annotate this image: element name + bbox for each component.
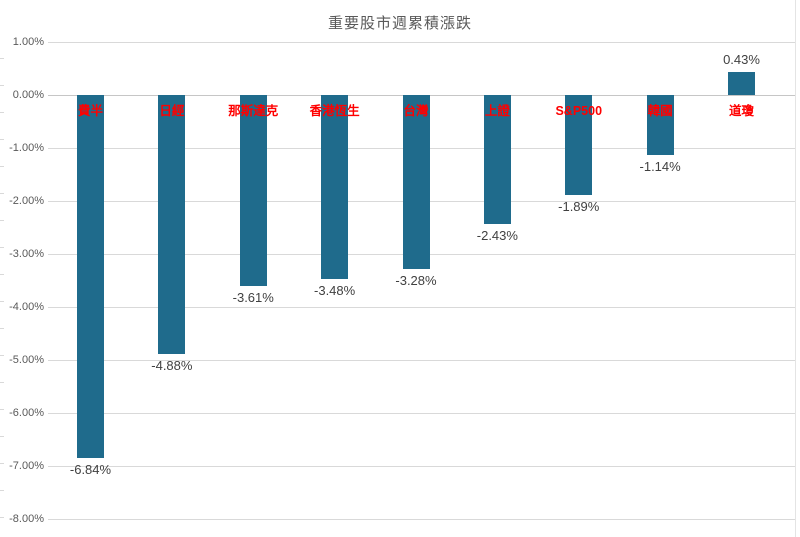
y-axis-tick-label: -1.00% bbox=[9, 142, 44, 154]
category-label-1: 費半 bbox=[77, 104, 103, 118]
chart-title: 重要股市週累積漲跌 bbox=[327, 15, 472, 32]
bar-value-label-9: 0.43% bbox=[723, 52, 760, 68]
left-edge-tick bbox=[0, 274, 4, 275]
category-label-2: 日經 bbox=[159, 104, 185, 118]
gridline-1.00% bbox=[48, 42, 795, 43]
gridline--5.00% bbox=[48, 360, 795, 361]
y-axis-tick-label: -6.00% bbox=[9, 407, 44, 419]
y-axis-tick-label: -8.00% bbox=[9, 513, 44, 525]
bar-8-韓國[interactable] bbox=[646, 95, 674, 156]
gridline--7.00% bbox=[48, 466, 795, 467]
bar-7-S&P500[interactable] bbox=[565, 95, 593, 196]
category-label-8: 韓國 bbox=[647, 104, 673, 118]
y-axis-tick-label: -4.00% bbox=[9, 301, 44, 313]
right-edge-line bbox=[795, 0, 796, 537]
bar-value-label-4: -3.48% bbox=[314, 283, 356, 299]
left-edge-tick bbox=[0, 301, 4, 302]
gridline--6.00% bbox=[48, 413, 795, 414]
bar-value-label-2: -4.88% bbox=[151, 357, 193, 373]
bar-value-label-5: -3.28% bbox=[395, 272, 437, 288]
bar-value-label-3: -3.61% bbox=[232, 290, 274, 306]
y-axis-tick-label: 0.00% bbox=[12, 89, 44, 101]
category-label-6: 上證 bbox=[484, 104, 510, 118]
y-axis-tick-label: 1.00% bbox=[12, 36, 44, 48]
y-axis-tick-label: -7.00% bbox=[9, 460, 44, 472]
gridline--8.00% bbox=[48, 519, 795, 520]
category-label-4: 香港恆生 bbox=[309, 104, 360, 118]
bar-value-label-6: -2.43% bbox=[476, 227, 518, 243]
left-edge-tick bbox=[0, 517, 4, 518]
left-edge-tick bbox=[0, 328, 4, 329]
left-edge-tick bbox=[0, 436, 4, 437]
left-edge-tick bbox=[0, 409, 4, 410]
bar-3-那斯達克[interactable] bbox=[239, 95, 267, 287]
bar-value-label-8: -1.14% bbox=[639, 159, 681, 175]
y-axis-tick-label: -5.00% bbox=[9, 354, 44, 366]
category-label-7: S&P500 bbox=[555, 104, 603, 118]
left-edge-tick bbox=[0, 193, 4, 194]
left-edge-tick bbox=[0, 490, 4, 491]
left-edge-tick bbox=[0, 220, 4, 221]
left-edge-tick bbox=[0, 247, 4, 248]
y-axis-tick-label: -2.00% bbox=[9, 195, 44, 207]
left-edge-tick bbox=[0, 85, 4, 86]
left-edge-tick bbox=[0, 139, 4, 140]
bar-9-道瓊[interactable] bbox=[728, 72, 755, 95]
left-edge-tick bbox=[0, 112, 4, 113]
left-edge-tick bbox=[0, 463, 4, 464]
bar-1-費半[interactable] bbox=[77, 95, 104, 458]
bar-6-上證[interactable] bbox=[483, 95, 511, 224]
left-edge-tick bbox=[0, 382, 4, 383]
left-edge-tick bbox=[0, 58, 4, 59]
bar-value-label-1: -6.84% bbox=[69, 461, 112, 477]
left-edge-tick bbox=[0, 166, 4, 167]
bar-2-日經[interactable] bbox=[158, 95, 186, 354]
category-label-5: 台灣 bbox=[403, 104, 429, 118]
bar-4-香港恆生[interactable] bbox=[321, 95, 349, 280]
left-edge-tick bbox=[0, 355, 4, 356]
gridline--4.00% bbox=[48, 307, 795, 308]
category-label-9: 道瓊 bbox=[728, 104, 754, 118]
category-label-3: 那斯達克 bbox=[228, 104, 279, 118]
bar-value-label-7: -1.89% bbox=[558, 199, 600, 215]
y-axis-tick-label: -3.00% bbox=[9, 248, 44, 260]
bar-5-台灣[interactable] bbox=[402, 95, 430, 269]
